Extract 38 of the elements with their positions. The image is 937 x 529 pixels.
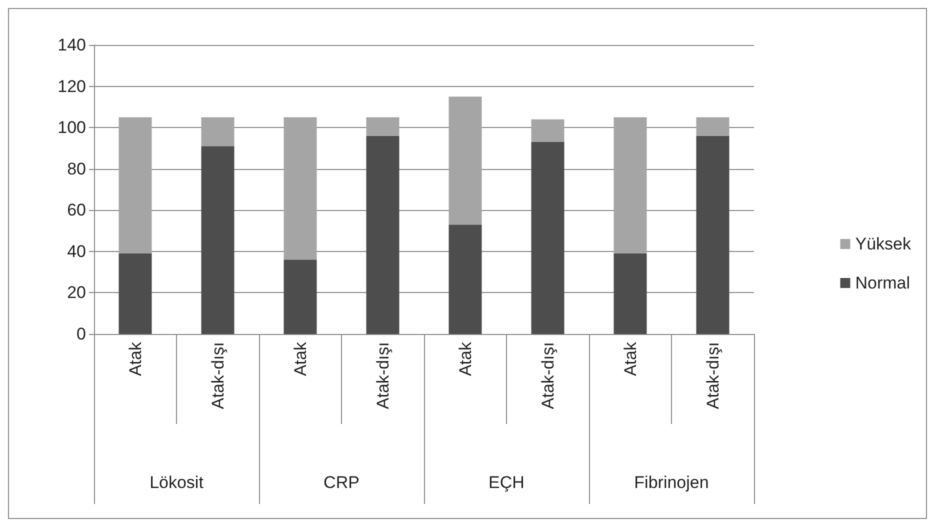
x-tick-label: Atak-dışı (538, 342, 558, 410)
bar (614, 253, 647, 334)
x-tick-label: Atak-dışı (703, 342, 722, 410)
bar (531, 119, 564, 142)
text: CRP (324, 473, 360, 492)
legend-label: Normal (855, 274, 910, 292)
legend-label: Yüksek (855, 234, 912, 254)
y-tick-label: 120 (58, 76, 86, 96)
y-tick-label: 140 (58, 36, 86, 54)
text: Fibrinojen (634, 473, 709, 492)
bar (118, 253, 152, 334)
text: EÇH (488, 473, 524, 492)
x-tick-label: Atak-dışı (373, 342, 392, 410)
bar (366, 117, 400, 136)
y-tick-label: 0 (76, 324, 86, 344)
bar (284, 117, 317, 260)
y-tick-label: 80 (67, 159, 86, 178)
y-tick-label: 60 (67, 200, 86, 220)
bar (531, 142, 564, 334)
text: Lökosit (150, 473, 204, 492)
bar (696, 136, 730, 334)
x-tick-label: Atak-dışı (208, 342, 228, 410)
x-tick-label: Atak (456, 342, 475, 376)
bar (696, 117, 730, 136)
bar (448, 96, 482, 225)
bar (284, 260, 317, 334)
y-tick-label: 40 (67, 242, 86, 261)
bar (366, 136, 400, 334)
x-tick-label: Atak (126, 342, 145, 376)
bar (614, 117, 647, 254)
x-tick-label: Atak (290, 342, 310, 376)
bar (448, 224, 482, 334)
y-tick-label: 20 (67, 283, 86, 302)
bar (118, 117, 152, 254)
y-tick-label: 100 (58, 118, 86, 138)
bar (201, 117, 234, 146)
bar (201, 146, 234, 334)
x-tick-label: Atak (620, 342, 640, 376)
